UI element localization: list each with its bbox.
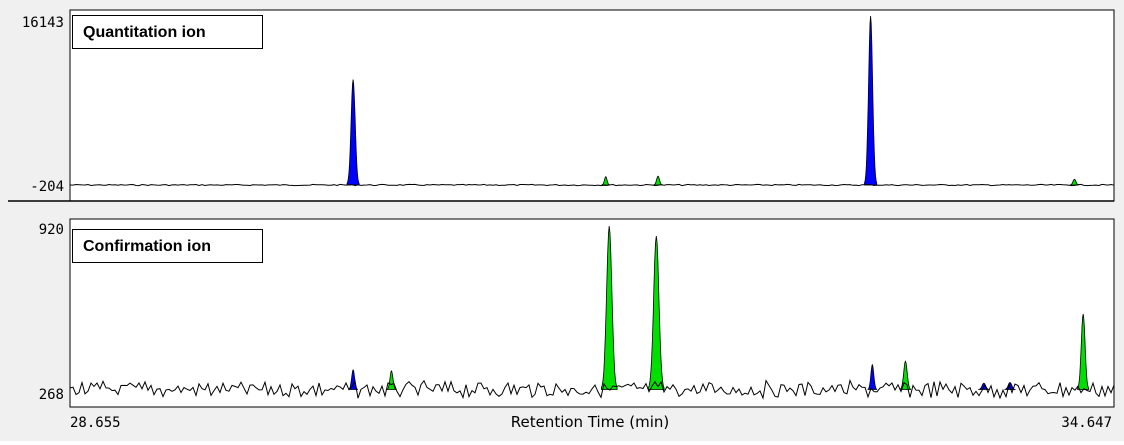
quantitation-baseline-line [69, 183, 1115, 187]
quantitation-trace [69, 183, 1115, 187]
confirmation-ion-label: Confirmation ion [72, 229, 263, 263]
confirmation-trace [69, 378, 1115, 400]
quantitation-peak-3 [864, 15, 878, 186]
confirmation-peaks [348, 225, 1090, 390]
x-axis-title: Retention Time (min) [511, 413, 670, 431]
quantitation-y-max-label: 16143 [22, 15, 64, 31]
confirmation-y-max-label: 920 [39, 222, 64, 238]
confirmation-baseline-line [69, 378, 1115, 400]
quantitation-peak-0 [346, 79, 360, 186]
confirmation-y-min-label: 268 [39, 387, 64, 403]
confirmation-peak-1 [386, 370, 397, 390]
confirmation-peak-5 [899, 360, 912, 390]
confirmation-peak-4 [867, 363, 878, 390]
quantitation-y-min-label: -204 [30, 179, 64, 195]
confirmation-peak-3 [648, 236, 665, 390]
quantitation-peak-1 [601, 176, 611, 186]
x-axis-end-label: 34.647 [1061, 415, 1112, 431]
x-axis-start-label: 28.655 [70, 415, 121, 431]
confirmation-peak-2 [601, 225, 618, 390]
quantitation-ion-label: Quantitation ion [72, 15, 263, 49]
quantitation-peaks [346, 15, 1080, 186]
confirmation-peak-8 [1077, 313, 1090, 390]
